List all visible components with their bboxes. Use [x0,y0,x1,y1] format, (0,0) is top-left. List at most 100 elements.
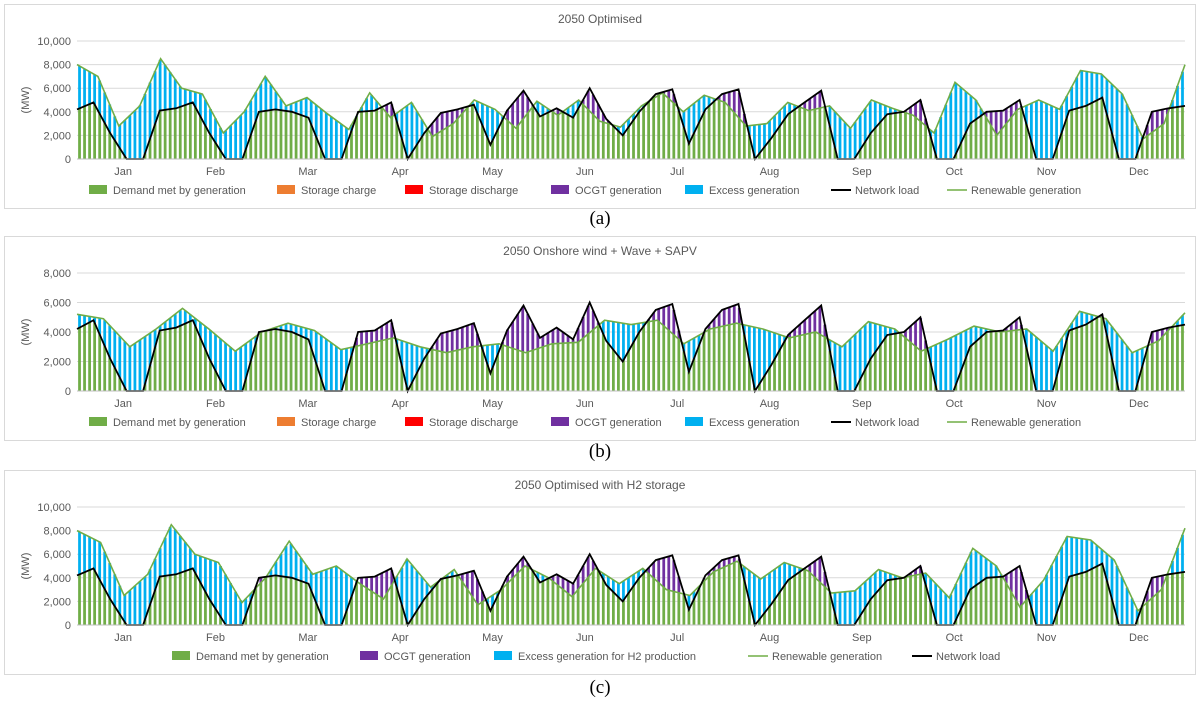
bar-ocgt [813,311,817,333]
bar-demand [83,572,86,625]
bar-ocgt [823,324,827,338]
bar-demand [455,119,459,159]
bar-excess [1045,574,1048,625]
bar-excess [1095,73,1099,101]
bar-ocgt [1009,105,1013,118]
bar-excess [1120,339,1124,391]
bar-demand [274,329,278,391]
bar-demand [899,578,902,625]
bar-excess [637,571,640,579]
bar-demand [1065,584,1069,625]
bar-excess [863,108,867,142]
x-tick-label: Nov [1037,398,1057,410]
bar-demand [858,149,862,159]
bar-excess [299,326,303,337]
bar-demand [672,591,676,625]
bar-ocgt [390,322,394,339]
sublabel-b: (b) [588,441,612,462]
bar-demand [168,575,172,625]
bar-excess [284,105,288,111]
bar-excess [758,124,761,154]
bar-demand [1080,326,1084,391]
bar-demand [536,579,540,625]
bar-demand [193,573,197,625]
bar-ocgt [909,107,912,115]
bar-ocgt [717,562,721,570]
bar-demand [395,587,399,625]
bar-excess [309,100,313,125]
bar-excess [843,122,847,159]
bar-demand [899,112,902,159]
bar-demand [974,341,978,391]
bar-excess [1115,89,1119,153]
bar-demand [1065,340,1069,391]
x-tick-label: Mar [298,632,317,644]
bar-demand [395,121,399,159]
bar-excess [969,552,973,589]
bar-demand [370,110,374,159]
bar-demand [209,360,212,391]
bar-demand [259,332,263,391]
bar-excess [627,119,630,128]
bar-demand [1176,572,1179,625]
bar-demand [1014,330,1018,391]
bar-demand [88,322,91,391]
bar-excess [853,122,857,158]
bar-demand [385,593,389,625]
bar-demand [244,379,248,391]
bar-excess [894,109,897,114]
bar-demand [204,125,207,159]
bar-excess [420,576,424,603]
bar-demand [813,577,817,625]
bar-demand [601,334,605,391]
bar-demand [813,332,817,391]
bar-demand [274,109,278,159]
bar-ocgt [813,95,817,110]
bar-demand [465,589,469,625]
legend-swatch [277,185,295,194]
y-axis-label: (MW) [20,319,32,346]
bar-demand [269,110,273,159]
bar-demand [868,359,872,391]
bar-demand [390,338,394,391]
bar-ocgt [1165,108,1169,115]
bar-ocgt [727,558,731,565]
bar-demand [1145,135,1149,159]
bar-excess [1110,558,1114,600]
bar-ocgt [360,331,363,346]
bar-demand [168,109,172,159]
bar-demand [178,106,182,159]
legend-swatch [405,185,423,194]
bar-excess [793,105,797,110]
bar-demand [778,592,781,625]
bar-ocgt [1145,125,1149,136]
x-tick-label: Dec [1129,166,1149,178]
bar-excess [304,97,308,117]
bar-ocgt [722,93,726,103]
bar-excess [753,574,756,623]
bar-demand [969,345,973,391]
bar-demand [546,578,550,625]
bar-demand [632,342,635,391]
bar-excess [888,327,892,335]
y-tick-label: 8,000 [43,60,71,72]
bar-excess [934,583,938,621]
bar-ocgt [989,111,993,126]
bar-demand [909,114,912,159]
bar-excess [1181,315,1184,326]
bar-excess [1181,534,1184,573]
bar-excess [143,336,147,385]
bar-excess [334,120,338,159]
bar-excess [350,577,353,597]
bar-ocgt [818,91,822,109]
bar-excess [1024,329,1028,348]
bar-demand [727,324,731,391]
bar-excess [183,89,187,106]
x-tick-label: Nov [1037,632,1057,644]
bar-excess [989,562,993,578]
bar-excess [828,106,832,127]
bar-demand [375,594,379,625]
sublabel-a: (a) [589,208,611,229]
bar-excess [173,529,177,575]
bar-ocgt [1160,575,1164,588]
